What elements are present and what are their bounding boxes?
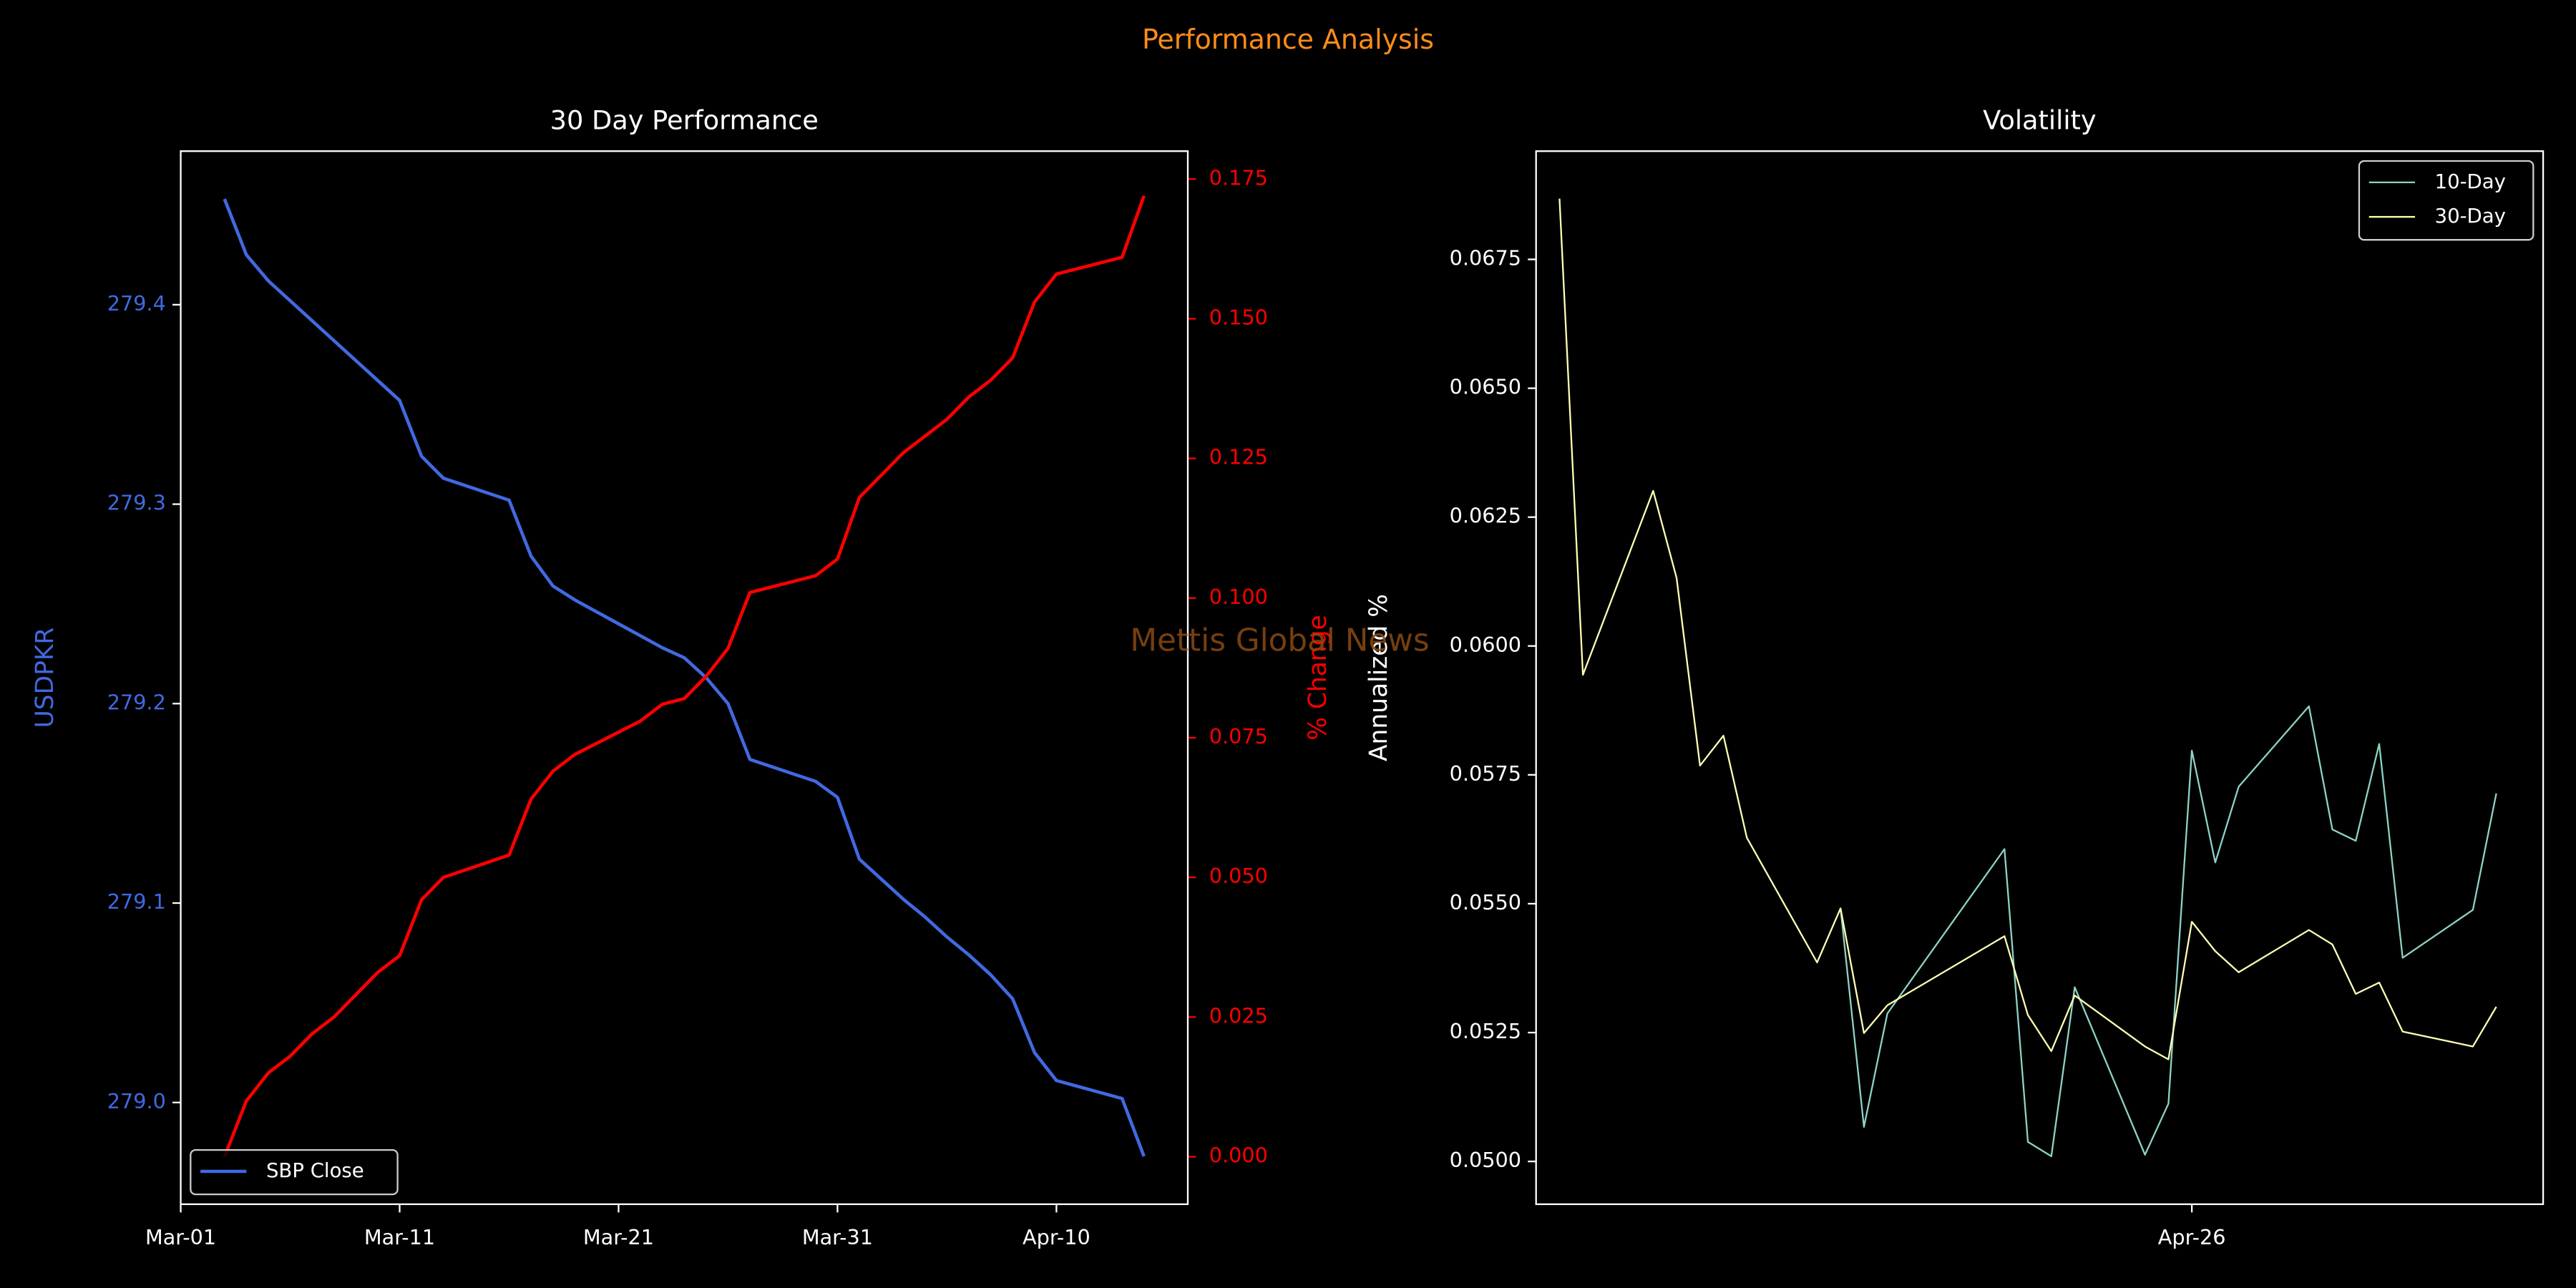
x-tick-label: Mar-21 [583, 1225, 654, 1249]
y2-tick-label: 0.125 [1209, 445, 1268, 469]
figure-title: Performance Analysis [1142, 24, 1434, 55]
y2-tick-label: 0.100 [1209, 585, 1268, 609]
axes-title: Volatility [1983, 104, 2097, 135]
y-tick-label: 279.3 [107, 491, 166, 515]
y2-tick-label: 0.150 [1209, 305, 1268, 329]
watermark: Mettis Global News [1130, 623, 1429, 659]
y2-tick-label: 0.050 [1209, 864, 1268, 888]
y-tick-label: 279.0 [107, 1089, 166, 1113]
series-line [1840, 705, 2497, 1158]
legend-label: SBP Close [266, 1159, 364, 1182]
y2-tick-label: 0.075 [1209, 724, 1268, 748]
y2-tick-label: 0.025 [1209, 1003, 1268, 1028]
x-tick-label: Mar-11 [364, 1225, 435, 1249]
y2-axis-label: % Change [1304, 615, 1332, 740]
series-line [1558, 198, 2497, 1060]
y-tick-label: 0.0550 [1450, 890, 1521, 914]
y-tick-label: 0.0625 [1450, 504, 1521, 528]
legend-label: 10-Day [2435, 170, 2506, 193]
series-line [223, 198, 1146, 1157]
y-tick-label: 0.0600 [1450, 633, 1521, 657]
y-tick-label: 0.0650 [1450, 375, 1521, 399]
series-line [223, 195, 1146, 1158]
y-tick-label: 0.0525 [1450, 1019, 1521, 1043]
axes-frame [180, 150, 1189, 1206]
x-tick-label: Apr-26 [2158, 1225, 2226, 1249]
y2-tick-label: 0.000 [1209, 1143, 1268, 1168]
x-tick-label: Mar-31 [802, 1225, 873, 1249]
legend-box [190, 1148, 399, 1196]
y-tick-label: 279.2 [107, 690, 166, 714]
legend-label: 30-Day [2435, 205, 2506, 228]
y-axis-label: Annualized % [1365, 594, 1393, 761]
axes-title: 30 Day Performance [550, 104, 819, 135]
y-tick-label: 279.4 [107, 291, 166, 316]
y-tick-label: 0.0500 [1450, 1148, 1521, 1172]
y-tick-label: 0.0575 [1450, 761, 1521, 786]
y-tick-label: 0.0675 [1450, 245, 1521, 270]
legend-box [2358, 160, 2534, 241]
y-tick-label: 279.1 [107, 889, 166, 914]
y2-tick-label: 0.175 [1209, 165, 1268, 190]
axes-frame [1535, 150, 2545, 1206]
x-tick-label: Mar-01 [145, 1225, 216, 1249]
y-axis-label: USDPKR [31, 628, 59, 728]
x-tick-label: Apr-10 [1023, 1225, 1091, 1249]
